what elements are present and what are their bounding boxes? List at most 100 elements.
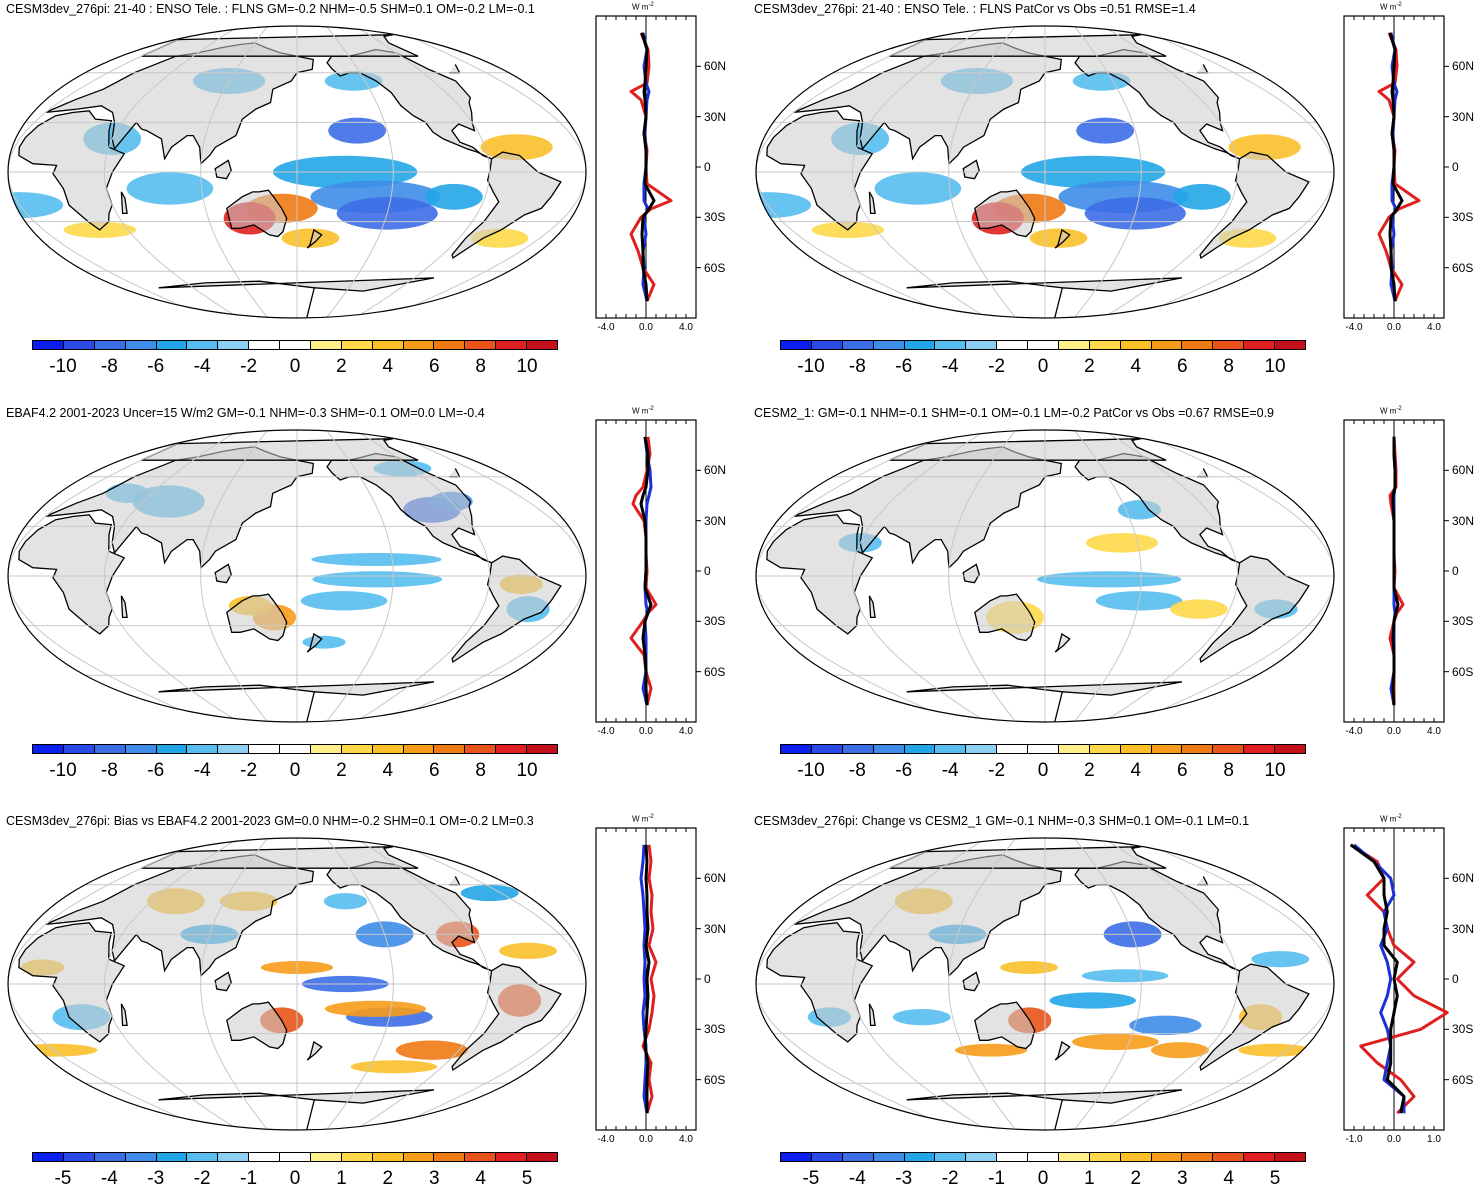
colorbar-cell — [187, 341, 219, 349]
longitude-gridline — [948, 838, 1019, 1130]
colorbar-label: 0 — [289, 760, 301, 781]
colorbar: -10 -8 -6 -4 -2 0 2 4 6 8 10 — [32, 744, 558, 788]
colorbar-label: -1 — [240, 1168, 258, 1189]
colorbar-cell — [1244, 341, 1275, 349]
colorbar-cell — [187, 745, 219, 753]
zonal-x-label: 4.0 — [679, 1134, 693, 1145]
lat-label: 30N — [1452, 109, 1475, 124]
field-anomaly-patch — [1251, 951, 1310, 968]
lat-label: 60S — [1452, 1072, 1474, 1087]
field-anomaly-patch — [302, 635, 346, 649]
landmass-samerica — [1199, 151, 1310, 260]
zonal-x-label: 0.0 — [639, 726, 653, 737]
colorbar-cell — [465, 1153, 497, 1161]
longitude-gridline — [1125, 838, 1334, 1130]
lat-label: 30S — [704, 1022, 726, 1037]
field-anomaly-patch — [1036, 571, 1182, 588]
colorbar-cell — [372, 341, 404, 349]
colorbar-cell — [372, 1153, 404, 1161]
colorbar-label: -3 — [895, 1168, 913, 1189]
longitude-gridline — [8, 838, 217, 1130]
colorbar-label: -6 — [147, 760, 165, 781]
lat-label: 30S — [1452, 210, 1474, 225]
colorbar-label: -6 — [895, 760, 913, 781]
zonal-series-line — [1353, 843, 1406, 1114]
landmass-namerica — [1074, 860, 1240, 972]
map-border — [7, 25, 587, 319]
colorbar-label: -2 — [193, 1168, 211, 1189]
colorbar-cell — [33, 341, 64, 349]
field-anomaly-patch — [395, 1040, 469, 1060]
zonal-mean-svg — [595, 419, 701, 723]
colorbar-cell — [434, 341, 466, 349]
map-border — [755, 837, 1335, 1131]
colorbar-cell — [873, 1153, 905, 1161]
unit-exponent: -2 — [648, 406, 654, 412]
landmass-australia — [226, 189, 288, 238]
colorbar-cell — [781, 341, 812, 349]
colorbar-label: 2 — [1130, 1168, 1142, 1189]
longitude-gridline — [1071, 26, 1142, 318]
colorbar-cell — [125, 745, 157, 753]
colorbar-cell — [1089, 745, 1121, 753]
unit-label: W m-2 — [1380, 2, 1402, 12]
colorbar-cell — [527, 1153, 557, 1161]
longitude-gridline — [323, 430, 394, 722]
longitude-gridline — [948, 430, 1019, 722]
colorbar-cell — [966, 1153, 998, 1161]
colorbar-cell — [1120, 341, 1152, 349]
colorbar-cell — [1028, 745, 1059, 753]
lat-label: 30N — [704, 513, 727, 528]
zonal-series-line — [639, 844, 649, 1114]
unit-label: W m-2 — [1380, 406, 1402, 416]
longitude-gridline — [377, 838, 586, 1130]
landmass-newzealand — [306, 228, 323, 249]
colorbar: -5 -4 -3 -2 -1 0 1 2 3 4 5 — [32, 1152, 558, 1196]
colorbar-label: 4 — [1223, 1168, 1234, 1189]
lat-label: 0 — [1452, 972, 1459, 986]
landmass-namerica — [326, 452, 492, 564]
colorbar-label: -3 — [147, 1168, 165, 1189]
colorbar-cell — [873, 745, 905, 753]
colorbar-cell — [187, 1153, 219, 1161]
colorbar-label: -6 — [895, 356, 913, 377]
colorbar-label: 3 — [1176, 1168, 1188, 1189]
colorbar-cell — [249, 341, 280, 349]
colorbar-label: 0 — [1037, 760, 1049, 781]
colorbar-cell — [1120, 745, 1152, 753]
zonal-x-label: 4.0 — [679, 726, 693, 737]
lat-label: 30N — [1452, 513, 1475, 528]
unit-text: W m — [1380, 406, 1397, 416]
field-anomaly-patch — [300, 591, 388, 611]
colorbar-cell — [249, 745, 280, 753]
unit-exponent: -2 — [1396, 406, 1402, 412]
longitude-gridline — [8, 430, 217, 722]
field-anomaly-patch — [499, 942, 557, 960]
colorbar-cell — [156, 341, 188, 349]
field-anomaly-patch — [1049, 992, 1137, 1009]
lat-label: 30S — [704, 614, 726, 629]
colorbar-label: -5 — [54, 1168, 72, 1189]
longitude-gridline — [103, 838, 244, 1130]
colorbar-label: 4 — [1130, 760, 1142, 781]
colorbar-cell — [125, 1153, 157, 1161]
zonal-x-label: 4.0 — [1427, 726, 1441, 737]
colorbar-label: -8 — [848, 760, 866, 781]
map-border — [755, 25, 1335, 319]
colorbar-cell — [1058, 1153, 1090, 1161]
lat-label: 60N — [1452, 463, 1475, 478]
landmass-borneo — [962, 971, 980, 992]
colorbar-label: 0 — [1037, 356, 1049, 377]
landmass-samerica — [451, 963, 562, 1072]
colorbar-cell — [341, 1153, 373, 1161]
colorbar-label: 5 — [1269, 1168, 1281, 1189]
landmass-madagascar — [868, 1003, 876, 1027]
colorbar-cell — [218, 745, 250, 753]
colorbar-cell — [1058, 745, 1090, 753]
zonal-x-label: 0.0 — [1387, 322, 1401, 333]
colorbar-cell — [1275, 341, 1305, 349]
colorbar-cell — [310, 745, 342, 753]
colorbar-labels: -5 -4 -3 -2 -1 0 1 2 3 4 5 — [780, 1168, 1306, 1192]
longitude-gridline — [8, 26, 217, 318]
landmass-samerica — [451, 151, 562, 260]
